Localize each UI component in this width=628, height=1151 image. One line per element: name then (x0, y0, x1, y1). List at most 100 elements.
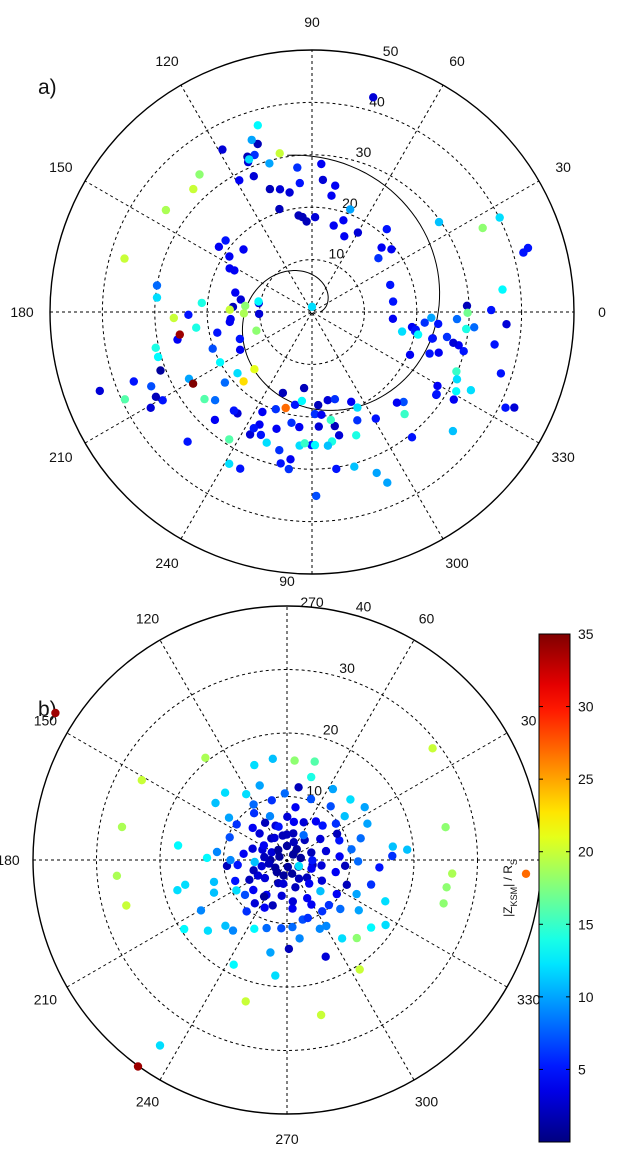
data-point (327, 191, 336, 200)
scatter-points (51, 708, 531, 1071)
data-point (335, 852, 344, 861)
data-point (184, 310, 193, 319)
data-point (255, 781, 264, 790)
data-point (209, 888, 219, 897)
data-point (356, 834, 365, 843)
data-point (352, 889, 361, 899)
data-point (209, 877, 219, 887)
data-point (279, 871, 288, 880)
data-point (226, 314, 235, 324)
data-point (265, 812, 275, 821)
data-point (231, 876, 240, 886)
data-point (239, 245, 248, 254)
data-point (271, 971, 280, 980)
data-point (519, 248, 528, 257)
data-point (322, 921, 331, 931)
data-point (233, 860, 242, 870)
radial-tick-label: 20 (323, 721, 339, 737)
data-point (448, 426, 458, 436)
data-point (239, 377, 248, 386)
data-point (332, 464, 341, 474)
data-point (360, 803, 369, 812)
data-point (275, 149, 284, 158)
data-point (310, 440, 320, 450)
data-point (342, 880, 351, 889)
angle-tick-label: 240 (136, 1094, 160, 1110)
data-point (315, 924, 324, 933)
data-point (285, 188, 294, 197)
data-point (245, 430, 255, 439)
data-point (314, 400, 323, 410)
data-point (374, 254, 383, 263)
data-point (239, 309, 249, 318)
data-point (264, 859, 274, 868)
data-point (295, 178, 304, 188)
data-point (244, 155, 254, 164)
data-point (230, 266, 239, 275)
data-point (95, 386, 105, 396)
data-point (392, 398, 402, 407)
data-point (276, 459, 285, 468)
data-point (387, 245, 396, 254)
angle-tick-label: 300 (445, 555, 469, 571)
data-point (323, 396, 332, 405)
data-point (501, 403, 510, 412)
radial-tick-label: 40 (356, 599, 372, 615)
data-point (181, 880, 190, 889)
scatter-points (95, 93, 533, 501)
data-point (434, 319, 443, 329)
data-point (347, 845, 356, 854)
data-point (397, 327, 407, 336)
data-point (521, 869, 531, 878)
data-point (352, 431, 361, 440)
data-point (439, 899, 448, 908)
data-point (200, 394, 209, 404)
data-point (146, 403, 155, 412)
data-point (510, 403, 519, 412)
angle-tick-label: 180 (10, 304, 34, 320)
data-point (290, 400, 300, 409)
angle-tick-label: 210 (34, 992, 58, 1008)
data-point (214, 242, 224, 251)
data-point (240, 890, 250, 900)
data-point (248, 823, 257, 833)
angle-tick-label: 90 (304, 14, 320, 30)
data-point (250, 924, 259, 933)
data-point (133, 1062, 143, 1071)
data-point (307, 900, 316, 909)
data-point (403, 845, 412, 854)
radial-tick-label: 10 (329, 245, 345, 261)
data-point (265, 184, 275, 194)
data-point (352, 933, 361, 943)
data-point (267, 848, 276, 857)
data-point (478, 223, 487, 233)
data-point (268, 901, 277, 910)
data-point (317, 861, 326, 870)
data-point (303, 913, 312, 923)
angle-tick-label: 0 (598, 304, 606, 320)
colorbar-gradient (538, 633, 571, 1143)
data-point (310, 213, 320, 222)
colorbar-tick-label: 25 (578, 771, 594, 787)
data-point (249, 809, 259, 818)
data-point (318, 907, 327, 916)
data-point (335, 836, 344, 845)
data-point (271, 405, 280, 414)
data-point (173, 886, 182, 895)
data-point (250, 365, 259, 374)
data-point (272, 424, 281, 433)
data-point (307, 848, 316, 857)
data-point (283, 862, 293, 872)
data-point (282, 830, 291, 839)
data-point (274, 822, 283, 831)
data-point (347, 397, 356, 406)
polar-grid (49, 49, 575, 575)
data-point (381, 920, 390, 930)
data-point (260, 818, 270, 827)
data-point (275, 852, 284, 861)
polar-plot-b: 030609012015018021024027030033010203040b… (0, 573, 570, 1147)
data-point (250, 899, 259, 908)
data-point (295, 422, 304, 432)
data-point (224, 813, 234, 822)
